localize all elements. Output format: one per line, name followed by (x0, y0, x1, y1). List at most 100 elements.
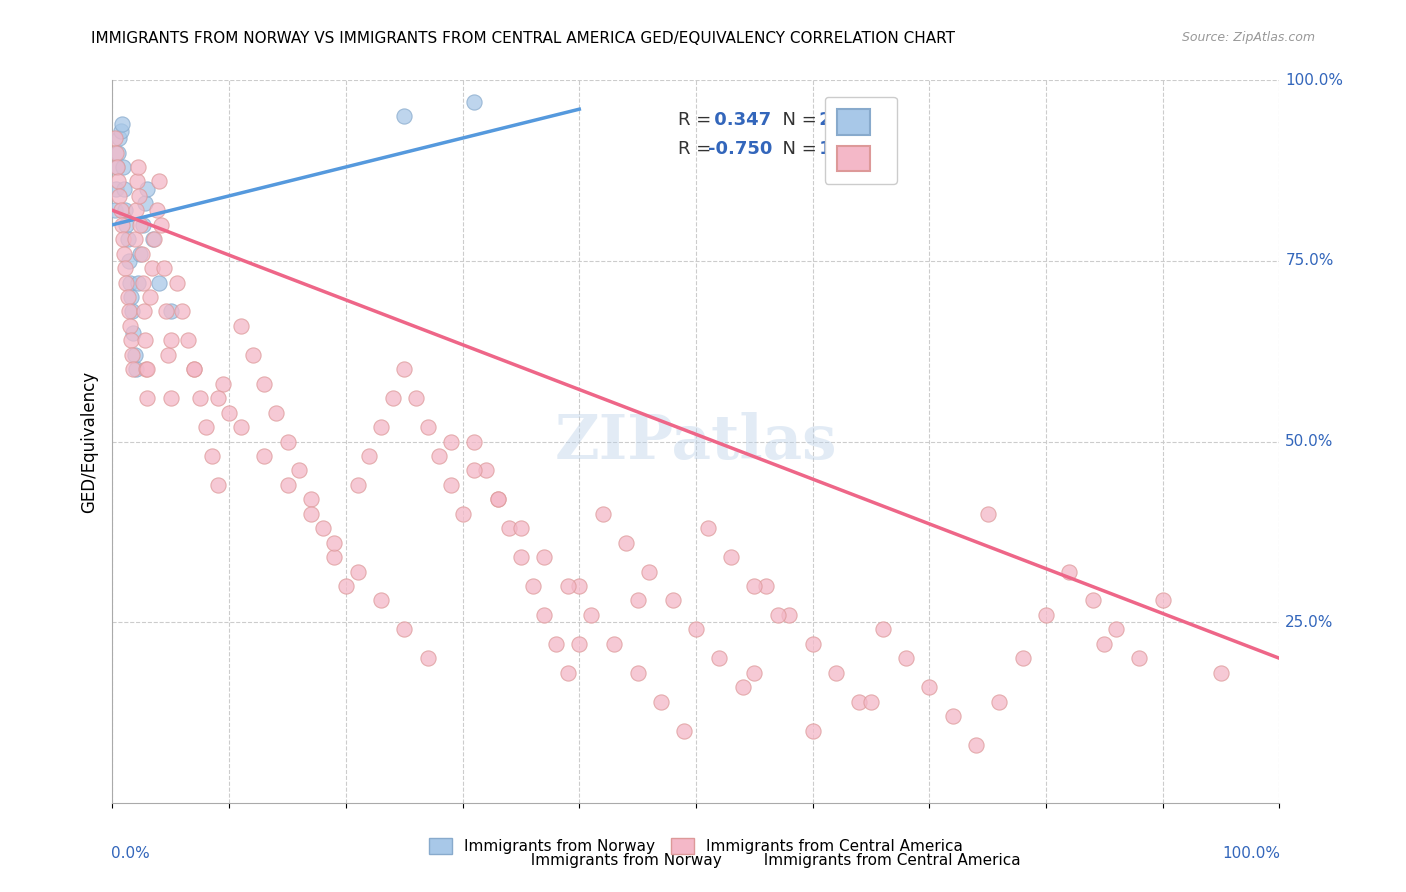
Point (148, 174, 170, 188)
Point (125, 174, 148, 188)
Point (276, 434, 298, 449)
Text: 100.0%: 100.0% (1223, 847, 1281, 861)
Point (486, 492, 509, 507)
Point (160, 334, 183, 348)
Point (118, 253, 141, 268)
Point (359, 449, 381, 463)
Point (1152, 593, 1174, 607)
Text: 25.0%: 25.0% (1285, 615, 1334, 630)
Point (533, 607, 555, 622)
Point (229, 420, 252, 434)
Point (155, 304, 177, 318)
Point (117, 232, 139, 246)
Text: -0.750: -0.750 (707, 140, 772, 158)
Point (264, 406, 287, 420)
Point (498, 521, 520, 535)
Point (131, 246, 153, 260)
Point (136, 391, 159, 405)
Text: N =: N = (770, 111, 823, 129)
Point (918, 680, 941, 694)
Point (370, 420, 392, 434)
Point (111, 117, 134, 131)
Point (129, 246, 152, 260)
Point (183, 362, 205, 376)
Point (157, 348, 180, 362)
Point (673, 723, 696, 738)
Point (177, 334, 200, 348)
Point (463, 463, 485, 477)
Point (451, 507, 474, 521)
Point (110, 124, 132, 138)
Point (132, 218, 155, 232)
Point (107, 174, 129, 188)
Point (766, 607, 789, 622)
Point (405, 391, 427, 405)
Point (107, 145, 129, 160)
Point (346, 478, 368, 492)
Point (416, 420, 439, 434)
Point (242, 348, 264, 362)
Text: Immigrants from Central America: Immigrants from Central America (755, 854, 1021, 869)
Point (127, 276, 149, 290)
Point (416, 651, 439, 665)
Point (288, 463, 311, 477)
Point (557, 665, 579, 680)
Point (592, 507, 614, 521)
Point (129, 218, 152, 232)
Point (346, 565, 368, 579)
Point (661, 593, 683, 607)
Point (183, 362, 205, 376)
Point (872, 623, 894, 637)
Text: 75.0%: 75.0% (1285, 253, 1334, 268)
Point (650, 695, 672, 709)
Text: 100.0%: 100.0% (1285, 73, 1343, 87)
Point (709, 651, 731, 665)
Point (114, 203, 136, 218)
Point (825, 665, 848, 680)
Point (440, 478, 463, 492)
Point (194, 420, 217, 434)
Point (112, 246, 135, 260)
Point (229, 318, 252, 333)
Point (112, 182, 135, 196)
Point (1011, 651, 1033, 665)
Point (212, 376, 235, 391)
Point (463, 434, 485, 449)
Point (114, 261, 136, 276)
Point (579, 607, 602, 622)
Point (394, 623, 416, 637)
Point (299, 507, 322, 521)
Point (172, 304, 194, 318)
Point (522, 579, 544, 593)
Point (848, 695, 870, 709)
Text: N =: N = (770, 140, 823, 158)
Point (731, 680, 754, 694)
Point (685, 623, 707, 637)
Point (127, 160, 149, 174)
Point (568, 637, 591, 651)
Point (141, 261, 163, 276)
Point (135, 362, 157, 376)
Point (115, 218, 138, 232)
Text: 29: 29 (813, 111, 844, 129)
Point (744, 579, 766, 593)
Point (942, 709, 965, 723)
Point (627, 593, 650, 607)
Point (201, 449, 224, 463)
Point (134, 196, 156, 211)
Point (720, 550, 742, 565)
Point (139, 290, 162, 304)
Text: Immigrants from Norway: Immigrants from Norway (520, 854, 721, 869)
Point (121, 348, 143, 362)
Point (118, 304, 141, 318)
Point (1105, 623, 1128, 637)
Point (120, 290, 142, 304)
Point (150, 218, 173, 232)
Point (111, 160, 134, 174)
Point (311, 521, 333, 535)
Point (134, 334, 156, 348)
Point (118, 276, 141, 290)
Point (370, 593, 392, 607)
Point (104, 145, 127, 160)
Point (146, 203, 169, 218)
